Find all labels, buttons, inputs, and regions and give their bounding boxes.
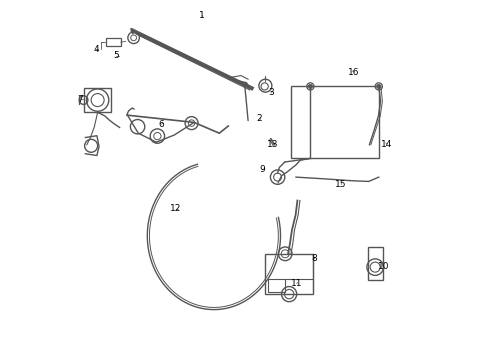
Circle shape [376,84,380,89]
Text: 10: 10 [377,262,389,271]
Text: 8: 8 [311,254,317,263]
Text: 5: 5 [113,51,119,60]
Text: 13: 13 [266,140,278,149]
Text: 9: 9 [258,165,264,174]
Text: 16: 16 [347,68,359,77]
Text: 1: 1 [199,11,204,20]
Bar [265,254,313,294]
Text: 6: 6 [159,120,164,129]
Text: 2: 2 [256,114,262,123]
Text: 3: 3 [268,89,274,98]
Text: 4: 4 [93,45,99,54]
Circle shape [307,84,312,89]
Bar [367,247,382,280]
Text: 12: 12 [170,204,182,213]
Text: 15: 15 [335,180,346,189]
Text: 14: 14 [380,140,391,149]
Bar [83,88,111,112]
Bar [291,86,379,158]
Bar [105,38,121,46]
Text: 11: 11 [290,279,302,288]
Text: 7: 7 [77,95,82,104]
Bar [268,279,284,292]
